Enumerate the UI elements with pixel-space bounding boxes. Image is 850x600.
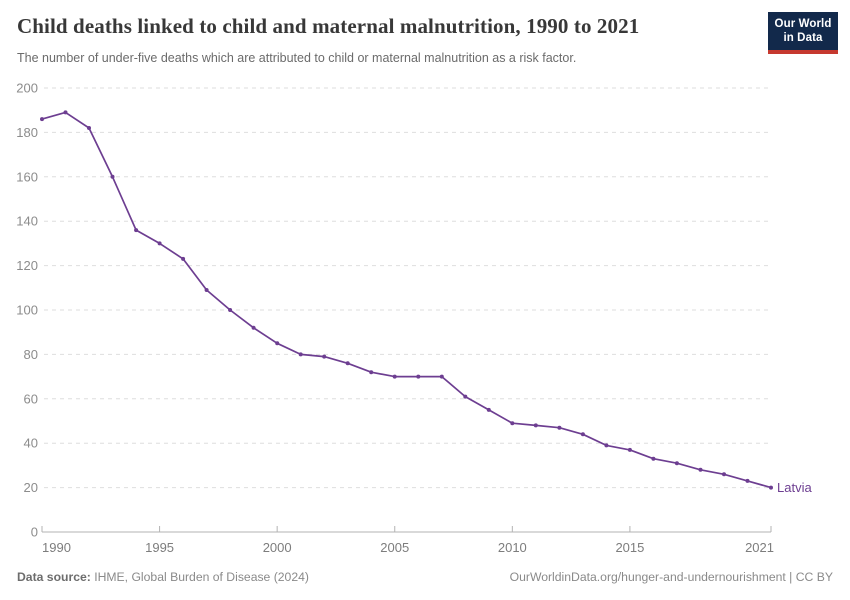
attribution-link[interactable]: OurWorldinData.org/hunger-and-undernouri… [509,570,833,584]
x-axis-tick-label: 1990 [42,540,71,555]
y-axis-tick-label: 100 [16,303,38,318]
data-point[interactable] [439,374,444,379]
data-point[interactable] [557,425,562,430]
data-point[interactable] [769,485,773,490]
x-axis-tick-label: 2021 [745,540,774,555]
data-point[interactable] [510,421,515,426]
y-axis-tick-label: 200 [16,81,38,96]
data-point[interactable] [275,341,280,346]
owid-logo-text-line2: in Data [783,32,823,45]
data-point[interactable] [110,174,115,179]
data-point[interactable] [463,394,468,399]
y-axis-tick-label: 160 [16,169,38,184]
y-axis-tick-label: 120 [16,258,38,273]
data-point[interactable] [322,354,327,359]
data-point[interactable] [627,447,632,452]
x-axis-tick-label: 1995 [145,540,174,555]
page-title: Child deaths linked to child and materna… [17,14,640,38]
data-point[interactable] [40,117,44,122]
y-axis-tick-label: 0 [31,525,38,540]
owid-logo[interactable]: Our World in Data [768,12,838,54]
data-point[interactable] [722,472,726,477]
data-point[interactable] [181,256,186,261]
data-point[interactable] [486,407,491,412]
data-point[interactable] [392,374,397,379]
data-point[interactable] [63,110,68,115]
data-point[interactable] [698,467,703,472]
x-axis-tick-label: 2005 [380,540,409,555]
data-point[interactable] [345,361,350,366]
data-point[interactable] [533,423,538,428]
y-axis-tick-label: 140 [16,214,38,229]
data-point[interactable] [134,228,139,233]
series-label[interactable]: Latvia [777,480,812,495]
y-axis-tick-label: 180 [16,125,38,140]
x-axis-tick-label: 2000 [263,540,292,555]
data-point[interactable] [651,456,656,461]
y-axis-tick-label: 60 [24,391,38,406]
data-point[interactable] [87,126,91,130]
x-axis-tick-label: 2015 [615,540,644,555]
data-source-value: IHME, Global Burden of Disease (2024) [90,570,309,584]
chart-footer: Data source: IHME, Global Burden of Dise… [17,570,833,584]
data-point[interactable] [745,478,750,483]
data-point[interactable] [251,325,256,330]
y-axis-tick-label: 20 [24,480,38,495]
data-point[interactable] [604,443,609,448]
y-axis-tick-label: 80 [24,347,38,362]
data-point[interactable] [674,461,679,466]
y-axis-tick-label: 40 [24,436,38,451]
chart-subtitle: The number of under-five deaths which ar… [17,51,577,65]
data-line[interactable] [41,111,772,489]
data-point[interactable] [204,288,209,292]
data-point[interactable] [157,241,162,246]
data-point[interactable] [580,432,585,437]
data-source-label: Data source: [17,570,91,584]
owid-logo-text-line1: Our World [774,18,832,30]
data-point[interactable] [369,370,374,375]
data-point[interactable] [298,352,303,357]
x-axis-tick-label: 2010 [498,540,527,555]
data-point[interactable] [228,308,233,312]
data-source-note: Data source: IHME, Global Burden of Dise… [17,570,309,584]
data-point[interactable] [416,374,421,379]
